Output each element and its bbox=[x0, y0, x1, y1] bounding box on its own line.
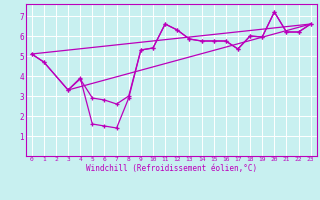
X-axis label: Windchill (Refroidissement éolien,°C): Windchill (Refroidissement éolien,°C) bbox=[86, 164, 257, 173]
